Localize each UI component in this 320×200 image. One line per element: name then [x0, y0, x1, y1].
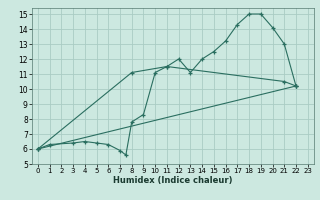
X-axis label: Humidex (Indice chaleur): Humidex (Indice chaleur) [113, 176, 233, 185]
